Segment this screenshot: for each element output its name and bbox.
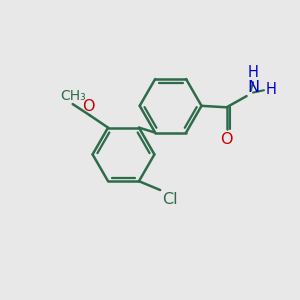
Text: H: H [248, 65, 259, 80]
Text: CH₃: CH₃ [60, 88, 86, 103]
Text: H: H [266, 82, 277, 97]
Text: N: N [248, 80, 260, 94]
Text: O: O [220, 132, 233, 147]
Text: Cl: Cl [162, 192, 177, 207]
Text: O: O [82, 99, 94, 114]
